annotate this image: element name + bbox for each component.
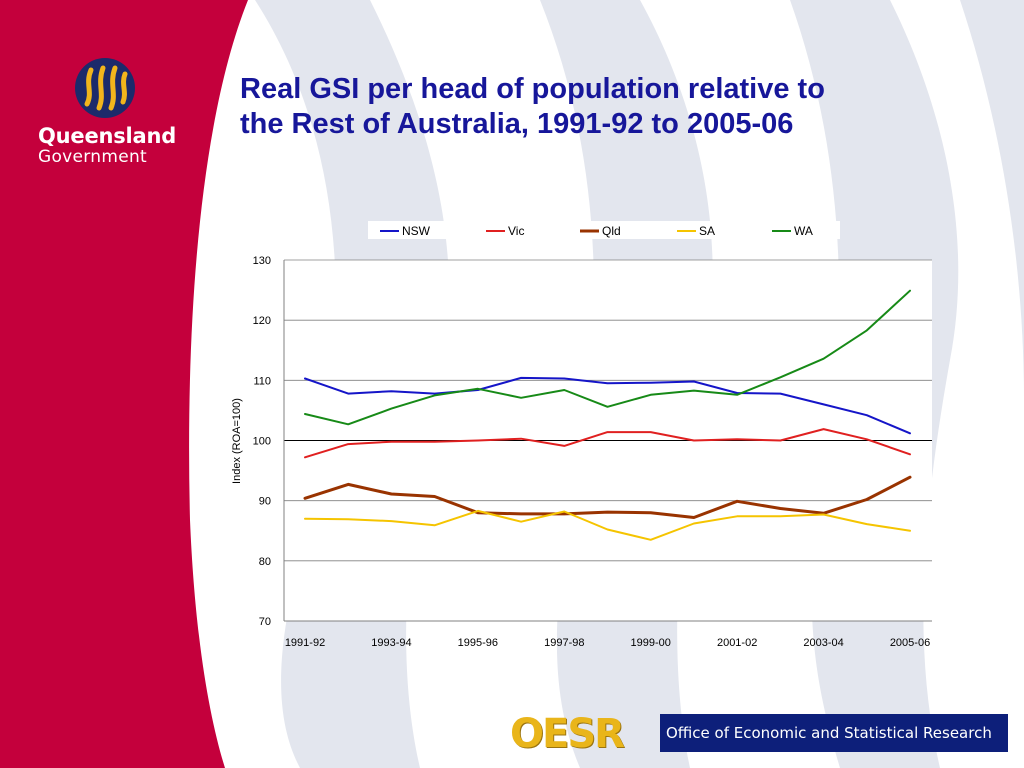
y-tick-label: 100 bbox=[253, 436, 271, 448]
legend-label-qld: Qld bbox=[602, 224, 621, 238]
x-tick-label: 1993-94 bbox=[371, 637, 411, 649]
series-line-wa bbox=[304, 289, 911, 426]
legend-label-nsw: NSW bbox=[402, 224, 431, 238]
logo-text-government: Government bbox=[38, 147, 148, 167]
y-tick-label: 90 bbox=[259, 496, 271, 508]
oesr-banner: OESR Office of Economic and Statistical … bbox=[510, 712, 1008, 756]
oesr-logo-text: OESR bbox=[510, 711, 625, 757]
x-tick-label: 1999-00 bbox=[631, 637, 671, 649]
y-axis-label: Index (ROA=100) bbox=[231, 398, 243, 484]
y-tick-label: 70 bbox=[259, 616, 271, 628]
series-line-qld bbox=[303, 475, 912, 519]
slide-title: Real GSI per head of population relative… bbox=[240, 72, 1000, 142]
series-line-sa bbox=[304, 509, 911, 541]
chart-axes: 70 80 90 100 110 120 130 1991-92 1993-94 1995-96 1… bbox=[253, 255, 932, 649]
y-tick-label: 130 bbox=[253, 255, 271, 267]
logo-text-queensland: Queensland bbox=[38, 124, 177, 148]
x-tick-label: 2001-02 bbox=[717, 637, 757, 649]
x-tick-label: 1997-98 bbox=[544, 637, 584, 649]
chart-legend-box bbox=[368, 221, 840, 239]
chart-series bbox=[303, 289, 912, 541]
x-tick-label: 2005-06 bbox=[890, 637, 930, 649]
y-tick-label: 110 bbox=[253, 375, 271, 387]
legend-label-vic: Vic bbox=[508, 224, 524, 238]
series-line-vic bbox=[304, 428, 911, 459]
legend-label-wa: WA bbox=[794, 224, 813, 238]
x-tick-label: 1991-92 bbox=[285, 637, 325, 649]
series-line-nsw bbox=[304, 376, 911, 435]
chart-legend: NSW Vic Qld SA WA bbox=[380, 224, 813, 238]
y-tick-label: 120 bbox=[253, 315, 271, 327]
left-sidebar bbox=[0, 0, 248, 768]
queensland-logo-icon bbox=[75, 58, 135, 118]
y-tick-label: 80 bbox=[259, 556, 271, 568]
slide-title-line2: the Rest of Australia, 1991-92 to 2005-0… bbox=[240, 108, 794, 140]
slide-title-line1: Real GSI per head of population relative… bbox=[240, 73, 825, 105]
legend-label-sa: SA bbox=[699, 224, 715, 238]
oesr-full-name: Office of Economic and Statistical Resea… bbox=[660, 714, 1008, 752]
x-tick-label: 2003-04 bbox=[803, 637, 843, 649]
x-tick-label: 1995-96 bbox=[458, 637, 498, 649]
